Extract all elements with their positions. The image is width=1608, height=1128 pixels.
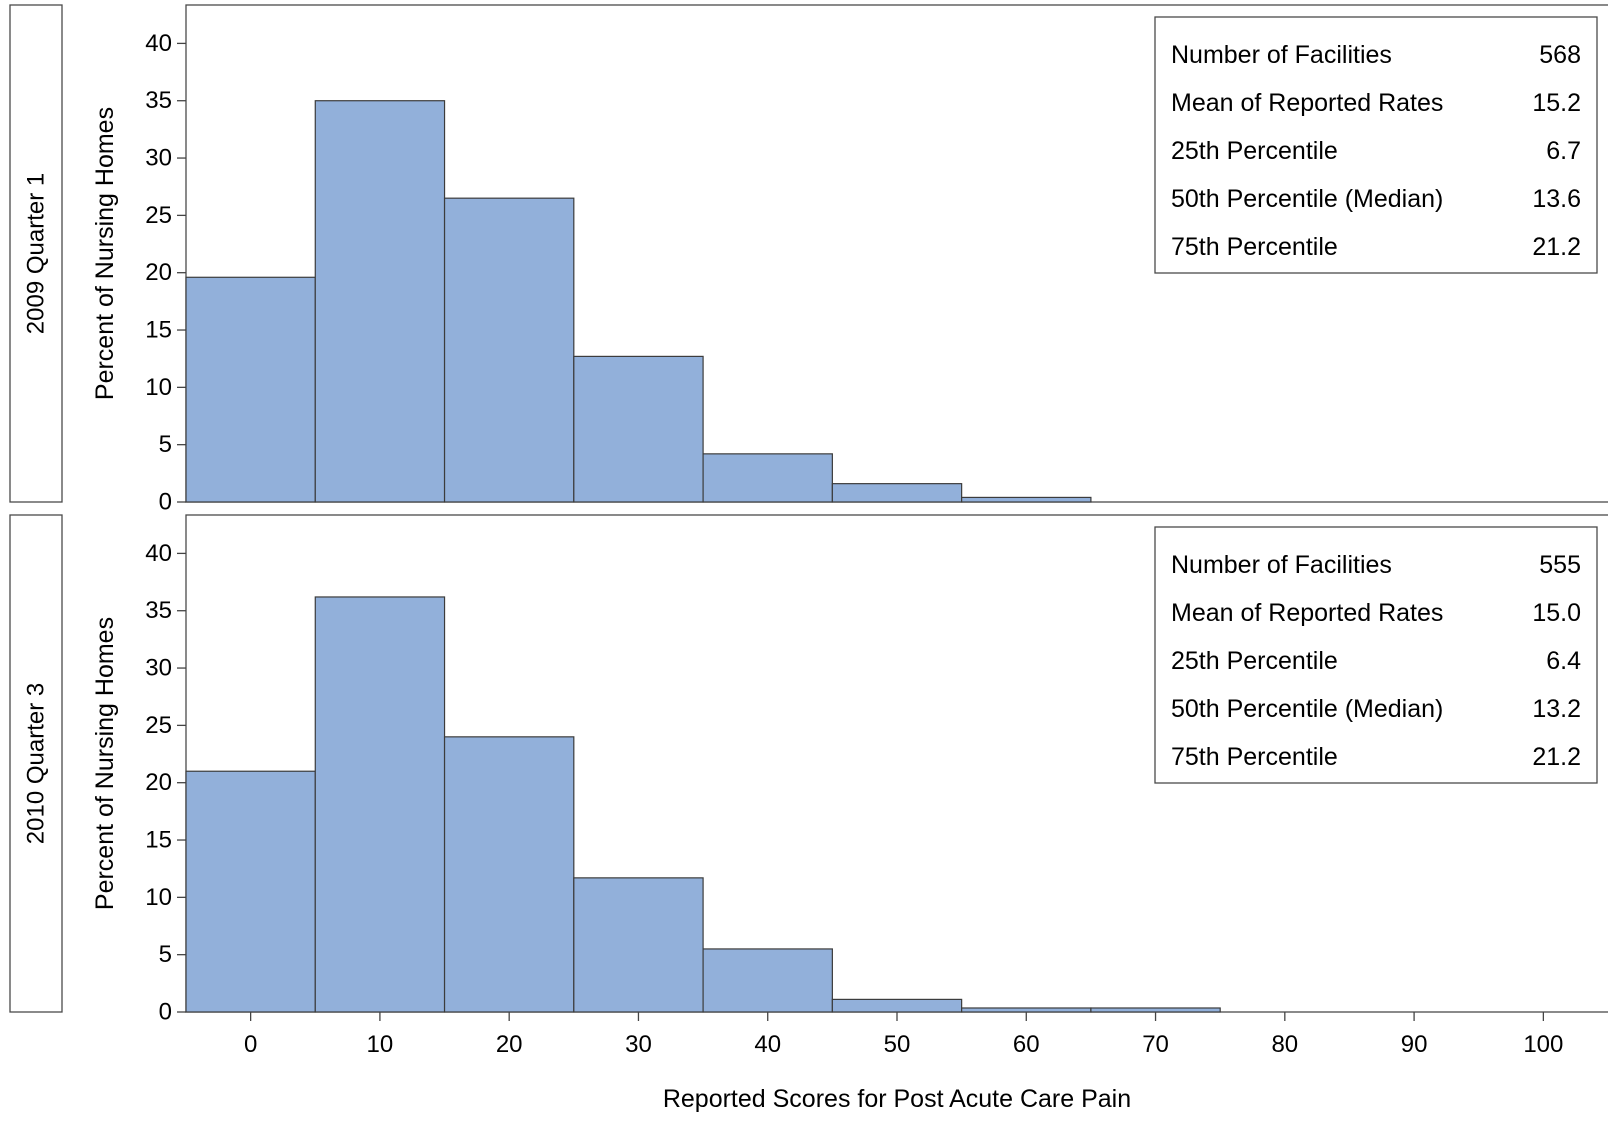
stat-label: Mean of Reported Rates: [1171, 599, 1443, 627]
histogram-bar: [702, 453, 833, 503]
stat-label: Number of Facilities: [1171, 41, 1392, 69]
stat-label: 25th Percentile: [1171, 137, 1338, 165]
histogram-bar: [573, 877, 704, 1013]
stat-value: 6.7: [1546, 137, 1581, 165]
stat-value: 555: [1539, 551, 1581, 579]
histogram-bar: [314, 596, 446, 1013]
panel-label: 2009 Quarter 1: [23, 173, 50, 334]
x-tick-label: 100: [1523, 1031, 1563, 1058]
y-tick-label: 10: [145, 884, 172, 911]
stat-value: 15.0: [1532, 599, 1581, 627]
stat-value: 15.2: [1532, 89, 1581, 117]
histogram-bar: [185, 276, 316, 503]
stat-value: 13.2: [1532, 695, 1581, 723]
y-tick-label: 5: [159, 941, 172, 968]
stat-label: 50th Percentile (Median): [1171, 695, 1443, 723]
histogram-bar: [185, 770, 316, 1013]
y-tick-label: 30: [145, 655, 172, 682]
x-tick-label: 10: [367, 1031, 394, 1058]
y-tick-label: 25: [145, 712, 172, 739]
x-tick-label: 70: [1142, 1031, 1169, 1058]
histogram-bar: [702, 948, 833, 1013]
stat-label: 75th Percentile: [1171, 743, 1338, 771]
stat-value: 13.6: [1532, 185, 1581, 213]
x-tick-label: 20: [496, 1031, 523, 1058]
x-tick-label: 80: [1271, 1031, 1298, 1058]
panel-1: 2009 Quarter 1 0 5 10 15 20 25 30 35 40 Percent of…: [9, 4, 1608, 516]
panel-label-box: [9, 514, 63, 1013]
panel-2: 2010 Quarter 3 0 5 10 15 20 25 30 35 40 Percent of…: [9, 514, 1608, 1026]
stat-label: 50th Percentile (Median): [1171, 185, 1443, 213]
y-tick-label: 25: [145, 202, 172, 229]
x-tick-label: 90: [1401, 1031, 1428, 1058]
y-tick-label: 5: [159, 431, 172, 458]
histogram-bar: [443, 736, 575, 1013]
histogram-bar: [831, 998, 963, 1013]
y-axis-title: Percent of Nursing Homes: [91, 107, 119, 400]
y-tick-label: 20: [145, 259, 172, 286]
histogram-bar: [961, 496, 1092, 503]
y-tick-label: 10: [145, 374, 172, 401]
histogram-bar: [443, 197, 575, 503]
y-tick-label: 40: [145, 30, 172, 57]
stat-label: 25th Percentile: [1171, 647, 1338, 675]
y-tick-label: 0: [159, 489, 172, 516]
y-tick-label: 15: [145, 317, 172, 344]
stats-box: [1154, 526, 1598, 784]
histogram-bar: [961, 1007, 1092, 1013]
y-tick-label: 40: [145, 540, 172, 567]
x-tick-label: 0: [244, 1031, 257, 1058]
x-tick-label: 30: [625, 1031, 652, 1058]
x-tick-label: 40: [754, 1031, 781, 1058]
stat-label: 75th Percentile: [1171, 233, 1338, 261]
stat-label: Number of Facilities: [1171, 551, 1392, 579]
histogram-bar: [314, 100, 446, 503]
y-tick-label: 35: [145, 87, 172, 114]
stat-value: 568: [1539, 41, 1581, 69]
y-axis-title: Percent of Nursing Homes: [91, 617, 119, 910]
y-tick-label: 15: [145, 827, 172, 854]
y-tick-label: 20: [145, 769, 172, 796]
panel-label: 2010 Quarter 3: [23, 683, 50, 844]
y-tick-label: 0: [159, 999, 172, 1026]
panel-label-box: [9, 4, 63, 503]
x-tick-label: 50: [884, 1031, 911, 1058]
histogram-bar: [831, 483, 963, 503]
x-tick-label: 60: [1013, 1031, 1040, 1058]
histogram-bar: [573, 355, 704, 503]
y-tick-label: 30: [145, 145, 172, 172]
stat-value: 6.4: [1546, 647, 1581, 675]
stats-box: [1154, 16, 1598, 274]
stat-value: 21.2: [1532, 233, 1581, 261]
x-axis-title: Reported Scores for Post Acute Care Pain: [663, 1085, 1131, 1113]
stat-value: 21.2: [1532, 743, 1581, 771]
histogram-bar: [1090, 1007, 1221, 1013]
y-tick-label: 35: [145, 597, 172, 624]
stat-label: Mean of Reported Rates: [1171, 89, 1443, 117]
